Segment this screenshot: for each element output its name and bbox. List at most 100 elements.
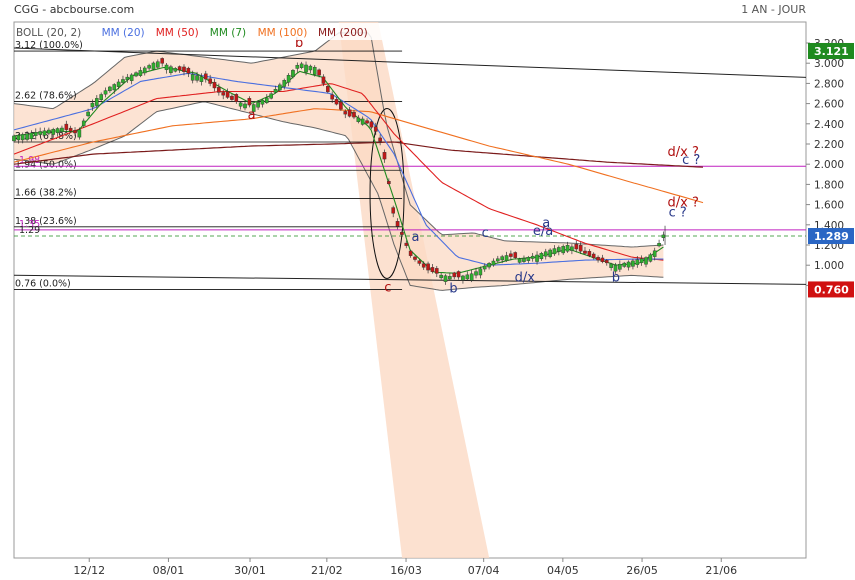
- legend-entry: MM (200): [318, 27, 368, 39]
- trend-lines: [13, 47, 807, 285]
- candle-body: [408, 250, 413, 256]
- candle-body: [526, 257, 531, 261]
- candle-body: [530, 255, 535, 259]
- candle-body: [156, 61, 160, 68]
- legend-entry: MM (50): [156, 27, 199, 39]
- candle-body: [426, 263, 430, 271]
- candle-body: [173, 68, 178, 72]
- candle-body: [417, 260, 422, 264]
- y-tick-label: 3.000: [814, 58, 844, 70]
- candle-body: [86, 111, 90, 117]
- fib-label: 1.66 (38.2%): [15, 188, 77, 199]
- candle-body: [47, 129, 51, 134]
- candle-body: [443, 275, 448, 282]
- candle-body: [73, 130, 77, 134]
- x-tick-label: 30/01: [234, 564, 266, 577]
- x-tick-label: 16/03: [390, 564, 422, 577]
- candle-body: [238, 102, 243, 107]
- candle-body: [434, 268, 439, 274]
- candle-body: [25, 133, 29, 140]
- legend-entry: MM (7): [210, 27, 246, 39]
- candle-body: [661, 234, 666, 238]
- candle-body: [251, 104, 256, 112]
- candle-body: [230, 95, 234, 100]
- candle-body: [543, 251, 548, 257]
- legend-entry: MM (20): [102, 27, 145, 39]
- candle-body: [600, 257, 605, 262]
- candle-body: [151, 62, 156, 70]
- candle-body: [400, 232, 404, 235]
- candle-body: [304, 64, 308, 73]
- candle-body: [212, 81, 217, 89]
- candle-body: [51, 129, 56, 135]
- candle-body: [557, 247, 561, 252]
- wave-label: b: [449, 281, 457, 296]
- legend-bg: [15, 23, 395, 40]
- candle-body: [609, 263, 613, 268]
- candle-body: [482, 265, 487, 270]
- candle-body: [439, 274, 443, 279]
- candle-body: [221, 92, 226, 96]
- candle-body: [452, 272, 457, 278]
- candle-body: [256, 102, 260, 108]
- candle-body: [129, 74, 134, 81]
- candle-body: [382, 152, 387, 160]
- wave-label: c: [482, 226, 489, 241]
- wave-label: b: [295, 36, 303, 51]
- y-tick-label: 2.600: [814, 99, 844, 111]
- y-tick-label: 1.000: [814, 260, 844, 272]
- axes: 3.2003.0002.8002.6002.4002.2002.0001.800…: [73, 38, 854, 577]
- wave-label: a: [542, 216, 550, 231]
- candle-body: [513, 252, 518, 258]
- candle-body: [282, 80, 287, 87]
- candle-body: [190, 74, 195, 81]
- candle-body: [461, 275, 465, 281]
- candle-body: [64, 123, 69, 130]
- resistance-line: [13, 47, 807, 78]
- candle-body: [121, 79, 125, 83]
- x-tick-label: 26/05: [626, 564, 658, 577]
- ma-200-line: [13, 141, 704, 168]
- candles: [12, 57, 666, 285]
- candle-body: [95, 98, 99, 106]
- candle-body: [299, 63, 304, 68]
- candle-body: [217, 87, 221, 93]
- y-tick-label: 2.000: [814, 159, 844, 171]
- x-tick-label: 04/05: [547, 564, 579, 577]
- chart-title: CGG - abcbourse.com: [14, 3, 134, 16]
- candle-body: [613, 264, 618, 272]
- highlight-band: [14, 22, 664, 558]
- candle-body: [225, 91, 230, 98]
- candle-body: [33, 132, 38, 136]
- fibonacci-lines: 3.12 (100.0%) 2.62 (78.6%) 2.22 (61.8%) 1.9…: [14, 40, 806, 290]
- bollinger-lower: [13, 101, 664, 291]
- candle-body: [116, 81, 121, 87]
- candle-body: [81, 120, 86, 126]
- candle-body: [334, 99, 339, 105]
- y-tick-label: 2.400: [814, 119, 844, 131]
- price-badge: [808, 281, 854, 298]
- y-tick-label: 1.600: [814, 200, 844, 212]
- price-badge-label: 1.289: [814, 230, 849, 243]
- candle-body: [469, 273, 474, 281]
- candle-body: [474, 271, 478, 276]
- candle-body: [352, 112, 356, 118]
- y-tick-label: 2.800: [814, 78, 844, 90]
- candle-body: [103, 90, 108, 95]
- x-tick-label: 21/02: [311, 564, 343, 577]
- candle-body: [308, 65, 313, 71]
- candle-body: [339, 101, 343, 110]
- candle-body: [147, 65, 151, 69]
- candle-body: [517, 258, 522, 263]
- candle-body: [648, 254, 653, 262]
- candle-body: [278, 84, 282, 91]
- candle-body: [583, 250, 587, 254]
- wave-label: c ?: [682, 153, 700, 168]
- magenta-label: 1.35: [19, 219, 40, 230]
- candle-body: [99, 94, 103, 100]
- price-badge: [808, 42, 854, 59]
- candle-body: [208, 78, 212, 84]
- candle-body: [522, 258, 526, 262]
- candle-body: [29, 132, 34, 140]
